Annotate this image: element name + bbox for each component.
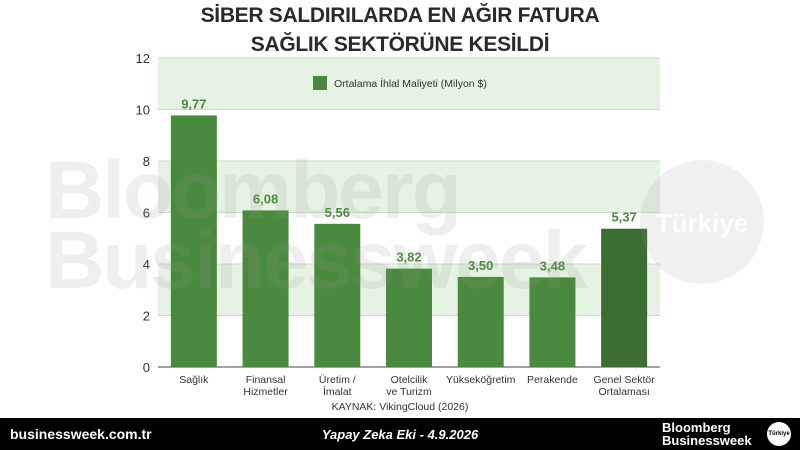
bar-value-label: 6,08	[253, 191, 278, 206]
y-tick-label: 8	[143, 154, 150, 169]
bar-value-label: 3,50	[468, 258, 493, 273]
bar	[457, 276, 504, 367]
bar-chart: 0 2 4 6 8 10 12 9,77 Sağlık 6,08 FinansalHizmetler…	[136, 51, 660, 398]
footer-brand-logo: Bloomberg Businessweek	[662, 421, 752, 447]
bar-value-label: 9,77	[181, 96, 206, 111]
y-tick-label: 2	[143, 309, 150, 324]
footer-brand-line2: Businessweek	[662, 433, 752, 448]
bar-value-label: 5,56	[325, 205, 350, 220]
bar-value-label: 3,48	[540, 258, 565, 273]
x-category-label: Sağlık	[179, 374, 209, 386]
y-tick-label: 0	[143, 360, 150, 375]
source-note: KAYNAK: VikingCloud (2026)	[331, 401, 469, 413]
y-tick-label: 10	[136, 103, 150, 118]
bar-value-label: 5,37	[611, 210, 636, 225]
legend-swatch	[313, 76, 327, 90]
bar-value-label: 3,82	[396, 250, 421, 265]
x-category-label: Hizmetler	[243, 386, 288, 398]
watermark-badge-icon	[640, 160, 764, 284]
y-tick-label: 12	[136, 51, 150, 66]
grid-band	[158, 58, 660, 110]
bar	[601, 228, 648, 367]
x-category-label: İmalat	[323, 385, 352, 398]
footer-brand-line1: Bloomberg	[662, 420, 731, 435]
x-category-label: Yükseköğretim	[446, 374, 516, 386]
bar	[170, 115, 217, 367]
x-category-label: Ortalaması	[598, 386, 649, 398]
legend-label: Ortalama İhlal Maliyeti (Milyon $)	[334, 77, 487, 90]
x-category-label: ve Turizm	[386, 386, 432, 398]
x-category-label: Finansal	[246, 374, 286, 386]
footer-badge-icon: Türkiye	[767, 422, 791, 446]
bar	[314, 223, 361, 367]
watermark-bloomberg: Bloomberg	[45, 145, 462, 236]
x-category-label: Üretim /	[319, 374, 356, 386]
bar	[242, 210, 289, 367]
footer-bar: businessweek.com.tr Yapay Zeka Eki - 4.9…	[0, 418, 800, 450]
x-category-label: Perakende	[527, 374, 578, 386]
y-tick-label: 6	[143, 206, 150, 221]
watermark-badge-text: Türkiye	[655, 208, 749, 238]
footer-note: Yapay Zeka Eki - 4.9.2026	[321, 427, 479, 442]
x-category-label: Genel Sektör	[593, 374, 655, 386]
watermark-businessweek: Businessweek	[45, 215, 588, 306]
bar	[529, 277, 576, 367]
chart-title-line1: SİBER SALDIRILARDA EN AĞIR FATURA	[200, 4, 600, 27]
y-tick-label: 4	[143, 257, 150, 272]
grid-band	[158, 161, 660, 213]
x-category-label: Otelcilik	[391, 374, 429, 386]
footer-site-link[interactable]: businessweek.com.tr	[10, 426, 152, 442]
chart-title-line2: SAĞLIK SEKTÖRÜNE KESİLDİ	[250, 33, 550, 56]
bar	[386, 268, 432, 367]
